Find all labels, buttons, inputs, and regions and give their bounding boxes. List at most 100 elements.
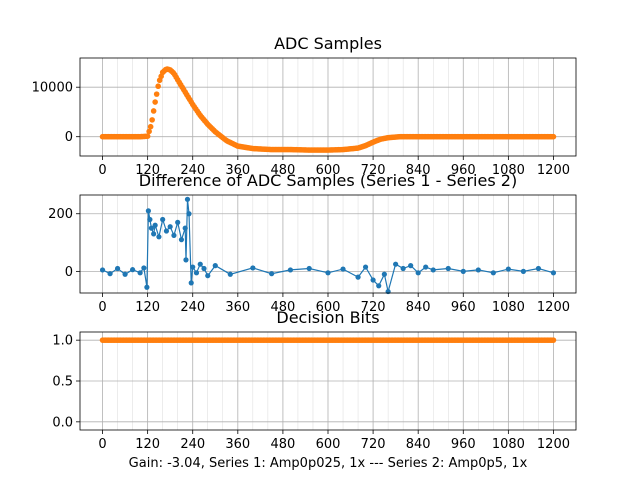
x-tick-label: 240 [180, 437, 205, 452]
data-point [141, 265, 147, 271]
x-tick-label: 120 [135, 163, 160, 178]
data-point [184, 196, 191, 202]
data-point [153, 91, 160, 97]
data-point [147, 123, 154, 130]
data-point [151, 231, 157, 237]
data-point [171, 232, 177, 238]
x-tick-label: 480 [270, 163, 295, 178]
data-point [145, 208, 151, 214]
data-point [490, 270, 496, 276]
data-point [408, 263, 414, 269]
data-point [155, 83, 161, 90]
x-tick-label: 480 [270, 300, 295, 315]
data-point [152, 99, 158, 105]
data-point [148, 225, 154, 231]
panel-title-decision-bits: Decision Bits [276, 308, 379, 327]
data-point [152, 222, 158, 228]
data-point [144, 284, 150, 290]
data-point [393, 261, 399, 267]
data-point [186, 211, 192, 217]
data-point [146, 128, 152, 135]
data-point [201, 265, 207, 272]
y-tick-label: 0.5 [52, 375, 73, 390]
data-point [400, 265, 406, 272]
data-point [107, 271, 113, 277]
data-point [183, 257, 189, 263]
figure-xlabel: Gain: -3.04, Series 1: Amp0p025, 1x --- … [129, 456, 528, 471]
x-tick-label: 720 [361, 437, 386, 452]
data-point [550, 270, 557, 276]
data-point [149, 117, 155, 123]
data-point [381, 271, 387, 277]
y-tick-label: 10000 [32, 81, 73, 96]
y-tick-label: 0 [65, 265, 73, 280]
data-point [178, 237, 185, 243]
data-point [445, 265, 451, 272]
data-point [227, 271, 233, 277]
data-point [423, 264, 429, 270]
data-point [130, 267, 136, 273]
data-point [376, 283, 382, 289]
x-tick-label: 240 [180, 300, 205, 315]
data-point [137, 270, 143, 276]
x-tick-label: 360 [225, 437, 250, 452]
x-tick-label: 960 [451, 163, 476, 178]
data-point [150, 108, 157, 114]
data-point [160, 216, 166, 223]
axes-frame [79, 194, 577, 294]
data-point [520, 268, 526, 274]
x-tick-label: 1080 [492, 300, 525, 315]
data-point [144, 133, 151, 140]
data-point [175, 219, 181, 225]
x-tick-label: 360 [225, 300, 250, 315]
axes-frame [79, 57, 577, 157]
data-point [325, 270, 331, 276]
x-tick-label: 840 [406, 437, 431, 452]
x-tick-label: 1080 [492, 437, 525, 452]
x-tick-label: 600 [316, 437, 341, 452]
x-tick-label: 0 [98, 437, 106, 452]
data-point [340, 266, 346, 272]
data-point [190, 264, 196, 270]
y-tick-label: 0 [65, 130, 73, 145]
x-tick-label: 840 [406, 163, 431, 178]
data-point [362, 264, 369, 270]
difference-panel: Difference of ADC Samples (Series 1 - Se… [48, 171, 577, 315]
y-tick-label: 1.0 [52, 334, 73, 349]
x-tick-label: 0 [98, 300, 106, 315]
y-tick-label: 0.0 [52, 415, 73, 430]
data-point [460, 268, 466, 274]
data-point [535, 265, 542, 272]
data-point [147, 216, 153, 223]
series-line [102, 199, 554, 292]
data-point [114, 265, 121, 272]
data-point [212, 263, 218, 269]
data-point [550, 133, 557, 140]
data-point [197, 261, 203, 267]
data-point [505, 266, 511, 272]
data-point [205, 273, 211, 279]
x-tick-label: 240 [180, 163, 205, 178]
data-point [167, 224, 173, 230]
x-tick-label: 720 [361, 163, 386, 178]
x-tick-label: 120 [135, 300, 160, 315]
x-tick-label: 1200 [537, 437, 570, 452]
data-point [355, 274, 361, 280]
data-point [156, 234, 162, 240]
data-point [269, 271, 275, 277]
x-tick-label: 960 [451, 437, 476, 452]
data-point [250, 265, 256, 271]
data-point [475, 267, 481, 273]
axes-frame [79, 331, 577, 431]
x-tick-label: 600 [316, 300, 341, 315]
data-point [415, 270, 421, 276]
panel-title-difference: Difference of ADC Samples (Series 1 - Se… [139, 171, 517, 190]
x-tick-label: 120 [135, 437, 160, 452]
x-tick-label: 480 [270, 437, 295, 452]
data-point [370, 277, 376, 283]
data-point [122, 271, 128, 277]
data-point [182, 225, 188, 231]
x-tick-label: 1080 [492, 163, 525, 178]
decision-bits-panel: Decision Bits 0 120 240 360 480 600 720 840 960 1… [52, 308, 577, 452]
